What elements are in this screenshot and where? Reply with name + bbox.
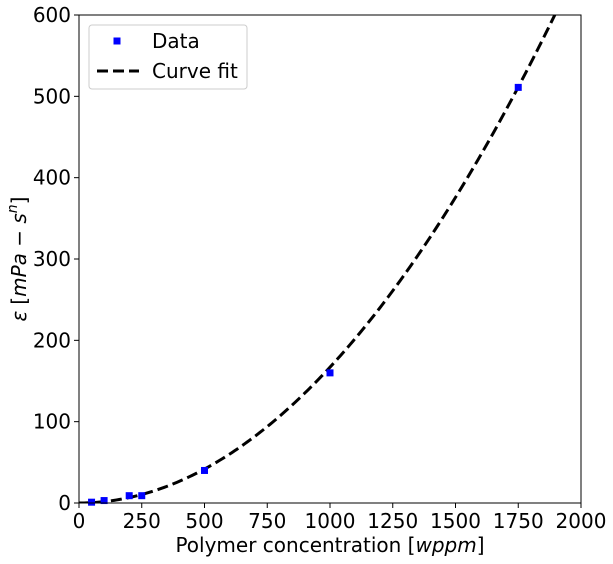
y-axis: 0 100 200 300 400 500 600 <box>33 3 79 515</box>
data-point <box>138 492 146 500</box>
legend-label-curve-fit: Curve fit <box>152 59 238 83</box>
data-point <box>514 83 522 91</box>
x-axis-label-unit: wppm <box>415 533 476 557</box>
legend-marker-data <box>113 37 121 45</box>
x-axis-label-text: Polymer concentration [ <box>175 533 415 557</box>
y-tick-label: 0 <box>58 491 71 515</box>
y-tick-label: 400 <box>33 166 71 190</box>
x-axis: 0 250 500 750 1000 1250 1500 1750 2000 <box>73 503 607 533</box>
x-axis-label: Polymer concentration [wppm] <box>175 533 484 557</box>
data-point <box>125 492 133 500</box>
x-tick-label: 1250 <box>367 509 418 533</box>
x-tick-label: 750 <box>248 509 286 533</box>
x-tick-label: 2000 <box>556 509 607 533</box>
data-point <box>201 466 208 474</box>
x-tick-label: 1750 <box>493 509 544 533</box>
x-tick-label: 0 <box>73 509 86 533</box>
y-tick-label: 500 <box>33 84 71 108</box>
y-tick-label: 100 <box>33 410 71 434</box>
data-point <box>88 498 96 506</box>
curve-fit-line <box>79 15 557 503</box>
legend-label-data: Data <box>152 29 200 53</box>
y-tick-label: 200 <box>33 328 71 352</box>
data-point <box>100 497 108 505</box>
legend-box <box>88 24 248 90</box>
y-tick-label: 300 <box>33 247 71 271</box>
y-axis-label-close: ] <box>7 196 31 204</box>
y-axis-label: ε [mPa − sn] <box>5 196 31 321</box>
data-point <box>326 369 334 377</box>
x-tick-label: 250 <box>123 509 161 533</box>
x-tick-label: 500 <box>185 509 223 533</box>
y-axis-label-unit: mPa − s <box>7 213 31 297</box>
y-axis-label-symbol: ε <box>7 311 31 322</box>
y-axis-label-sup: n <box>5 204 21 213</box>
y-tick-label: 600 <box>33 3 71 27</box>
plot-area <box>79 15 557 506</box>
x-tick-label: 1500 <box>430 509 481 533</box>
legend: Data Curve fit <box>88 24 248 90</box>
y-axis-label-open: [ <box>7 297 31 305</box>
plot-frame <box>78 14 582 504</box>
x-axis-label-close: ] <box>477 533 485 557</box>
x-tick-label: 1000 <box>305 509 356 533</box>
